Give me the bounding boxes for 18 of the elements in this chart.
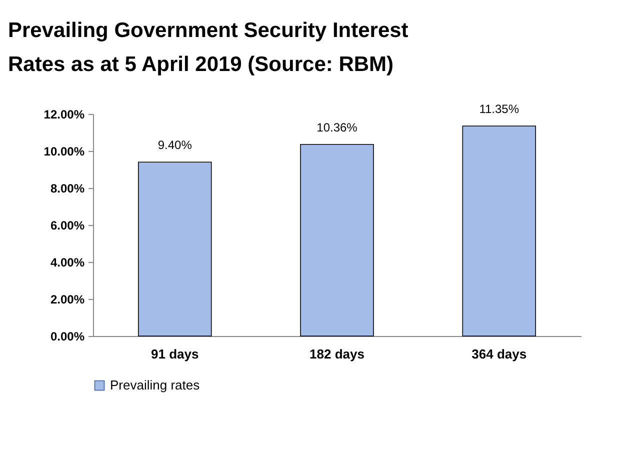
y-tick-label: 8.00%	[50, 182, 85, 196]
text: 9.40%	[158, 138, 192, 152]
text: 11.35%	[479, 102, 520, 116]
bar	[462, 126, 536, 336]
bar	[138, 162, 212, 336]
bar	[300, 144, 374, 336]
y-tick-label: 10.00%	[44, 144, 85, 158]
legend-label: Prevailing rates	[110, 378, 200, 392]
y-tick-label: 4.00%	[50, 256, 85, 270]
x-tick-label: 364 days	[472, 346, 527, 362]
y-tick-label: 2.00%	[50, 292, 85, 306]
text: 10.36%	[316, 120, 358, 134]
y-tick-label: 12.00%	[44, 108, 85, 122]
chart-title: Prevailing Government Security Interest Rates as at 5 April 2019 (Source: RBM)	[8, 19, 408, 76]
y-tick-label: 0.00%	[50, 330, 85, 344]
x-tick-label: 182 days	[310, 346, 364, 362]
y-tick-label: 6.00%	[50, 218, 85, 232]
x-tick-label: 91 days	[151, 346, 199, 362]
